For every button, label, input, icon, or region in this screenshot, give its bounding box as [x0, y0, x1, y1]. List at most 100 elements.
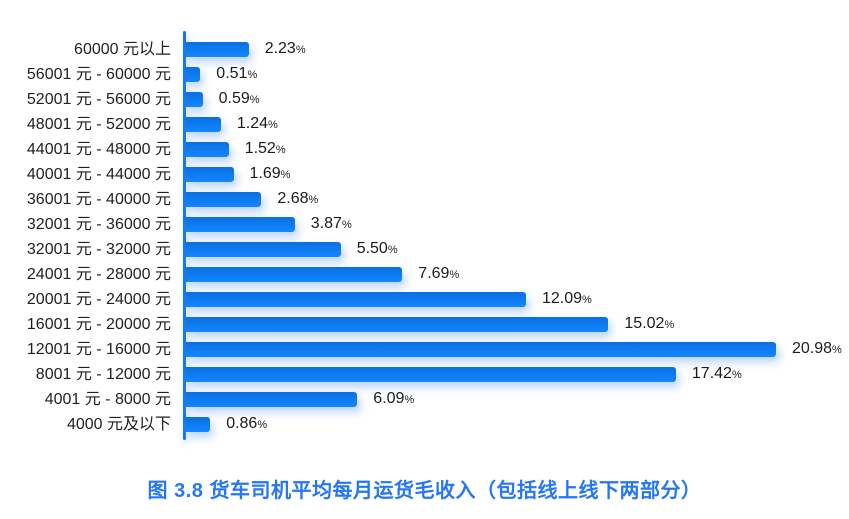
category-label: 16001 元 - 20000 元	[26, 316, 171, 333]
bar-track: 17.42%	[171, 362, 849, 387]
percent-sign: %	[275, 144, 286, 156]
percent-sign: %	[449, 269, 460, 281]
value-label: 2.23%	[265, 36, 306, 63]
bar-track: 0.59%	[171, 87, 849, 112]
value-number: 1.52	[244, 140, 276, 157]
bar	[186, 392, 358, 407]
percent-sign: %	[731, 369, 742, 381]
percent-sign: %	[308, 194, 319, 206]
category-label: 8001 元 - 12000 元	[35, 366, 171, 383]
percent-sign: %	[664, 319, 675, 331]
category-label: 60000 元以上	[74, 41, 171, 58]
bar-row: 32001 元 - 36000 元 3.87%	[0, 212, 849, 237]
category-label: 48001 元 - 52000 元	[26, 116, 171, 133]
value-number: 2.23	[264, 40, 296, 57]
value-number: 5.50	[356, 240, 388, 257]
bar-rows: 60000 元以上 2.23% 56001 元 - 60000 元 0.51% 5200…	[0, 37, 849, 437]
bar	[186, 417, 211, 432]
percent-sign: %	[247, 69, 258, 81]
bar-row: 4001 元 - 8000 元 6.09%	[0, 387, 849, 412]
value-label: 3.87%	[311, 211, 352, 238]
value-number: 0.59	[218, 90, 250, 107]
bar-track: 6.09%	[171, 387, 849, 412]
percent-sign: %	[295, 44, 306, 56]
category-label: 36001 元 - 40000 元	[26, 191, 171, 208]
percent-sign: %	[280, 169, 291, 181]
bar-track: 7.69%	[171, 262, 849, 287]
category-label: 20001 元 - 24000 元	[26, 291, 171, 308]
bar-row: 8001 元 - 12000 元 17.42%	[0, 362, 849, 387]
value-label: 0.86%	[226, 411, 267, 438]
value-number: 6.09	[373, 390, 405, 407]
value-label: 0.59%	[219, 86, 260, 113]
value-label: 1.69%	[250, 161, 291, 188]
value-number: 3.87	[310, 215, 342, 232]
bar	[186, 317, 609, 332]
value-number: 0.51	[216, 65, 248, 82]
percent-sign: %	[387, 244, 398, 256]
value-label: 12.09%	[542, 286, 592, 313]
value-label: 20.98%	[792, 336, 842, 363]
bar-row: 36001 元 - 40000 元 2.68%	[0, 187, 849, 212]
bar-row: 32001 元 - 32000 元 5.50%	[0, 237, 849, 262]
bar	[186, 292, 526, 307]
bar-track: 0.86%	[171, 412, 849, 437]
bar-track: 1.24%	[171, 112, 849, 137]
value-label: 7.69%	[418, 261, 459, 288]
value-number: 7.69	[418, 265, 450, 282]
category-label: 52001 元 - 56000 元	[26, 91, 171, 108]
value-label: 0.51%	[216, 61, 257, 88]
bar-track: 3.87%	[171, 212, 849, 237]
bar-row: 44001 元 - 48000 元 1.52%	[0, 137, 849, 162]
category-label: 44001 元 - 48000 元	[26, 141, 171, 158]
bar-row: 56001 元 - 60000 元 0.51%	[0, 62, 849, 87]
bar	[186, 217, 295, 232]
value-number: 15.02	[624, 315, 665, 332]
bar-row: 52001 元 - 56000 元 0.59%	[0, 87, 849, 112]
bar-track: 5.50%	[171, 237, 849, 262]
value-number: 1.24	[236, 115, 269, 132]
category-label: 4001 元 - 8000 元	[44, 391, 171, 408]
bar-track: 2.23%	[171, 37, 849, 62]
category-label: 24001 元 - 28000 元	[26, 266, 171, 283]
bar-row: 60000 元以上 2.23%	[0, 37, 849, 62]
bar	[186, 242, 341, 257]
bar-row: 40001 元 - 44000 元 1.69%	[0, 162, 849, 187]
value-number: 17.42	[691, 365, 732, 382]
bar	[186, 142, 229, 157]
category-label: 56001 元 - 60000 元	[26, 66, 171, 83]
bar-track: 15.02%	[171, 312, 849, 337]
bar-row: 20001 元 - 24000 元 12.09%	[0, 287, 849, 312]
bar	[186, 117, 221, 132]
bar	[186, 42, 249, 57]
bar	[186, 167, 234, 182]
category-label: 32001 元 - 36000 元	[26, 216, 171, 233]
bar-track: 1.69%	[171, 162, 849, 187]
percent-sign: %	[582, 294, 592, 306]
bar-row: 48001 元 - 52000 元 1.24%	[0, 112, 849, 137]
percent-sign: %	[268, 119, 278, 131]
percent-sign: %	[257, 419, 268, 431]
bar-track: 20.98%	[171, 337, 849, 362]
bar-row: 12001 元 - 16000 元 20.98%	[0, 337, 849, 362]
figure-caption: 图 3.8 货车司机平均每月运货毛收入（包括线上线下两部分）	[147, 480, 702, 502]
category-label: 32001 元 - 32000 元	[26, 241, 171, 258]
y-axis-line	[183, 31, 186, 440]
value-label: 1.52%	[245, 136, 286, 163]
bar	[186, 267, 403, 282]
value-label: 1.24%	[237, 111, 278, 138]
value-label: 17.42%	[692, 361, 742, 388]
bar-track: 0.51%	[171, 62, 849, 87]
percent-sign: %	[341, 219, 352, 231]
bar	[186, 192, 262, 207]
value-label: 15.02%	[624, 311, 674, 338]
value-number: 0.86	[226, 415, 258, 432]
value-number: 2.68	[277, 190, 309, 207]
bar-track: 1.52%	[171, 137, 849, 162]
value-number: 1.69	[249, 165, 281, 182]
value-label: 5.50%	[357, 236, 398, 263]
bar-row: 4000 元及以下 0.86%	[0, 412, 849, 437]
value-number: 12.09	[542, 290, 583, 307]
bar-row: 24001 元 - 28000 元 7.69%	[0, 262, 849, 287]
